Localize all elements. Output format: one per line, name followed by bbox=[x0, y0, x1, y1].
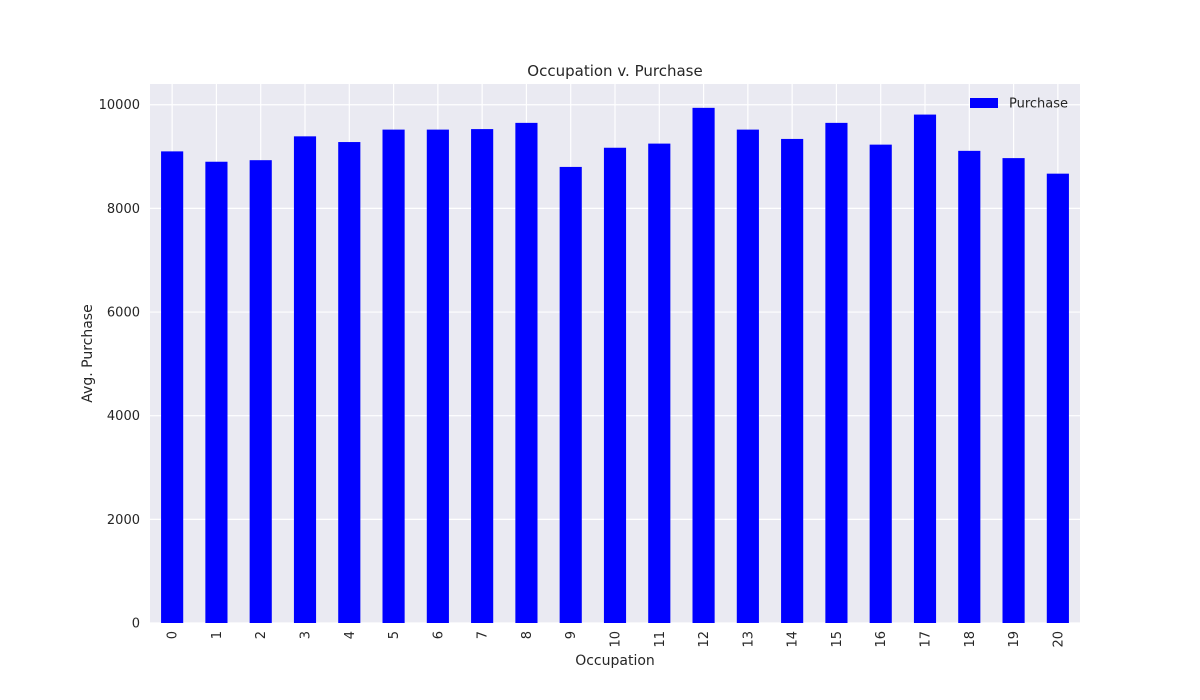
x-tick-label: 9 bbox=[564, 631, 579, 639]
bar-8 bbox=[515, 122, 538, 624]
bars-group bbox=[161, 107, 1069, 624]
bar-14 bbox=[781, 138, 804, 624]
x-tick-label: 7 bbox=[476, 631, 491, 639]
x-tick-label: 6 bbox=[431, 631, 446, 639]
x-tick-label: 0 bbox=[166, 631, 181, 639]
x-tick-label: 16 bbox=[874, 631, 889, 648]
bar-20 bbox=[1046, 173, 1069, 623]
x-tick-label: 3 bbox=[299, 631, 314, 639]
x-tick-label: 12 bbox=[697, 631, 712, 648]
x-axis-ticks: 0 1 2 3 4 5 6 7 8 9 10 11 12 13 14 15 16 17 18 19 20 bbox=[166, 631, 1067, 648]
x-tick-label: 14 bbox=[786, 631, 801, 648]
x-axis-label: Occupation bbox=[575, 653, 655, 669]
x-tick-label: 11 bbox=[653, 631, 668, 648]
bar-19 bbox=[1002, 158, 1025, 624]
x-tick-label: 17 bbox=[919, 631, 934, 648]
bar-18 bbox=[958, 150, 981, 623]
x-tick-label: 19 bbox=[1007, 631, 1022, 648]
bar-7 bbox=[471, 129, 494, 623]
x-tick-label: 4 bbox=[343, 631, 358, 639]
bar-4 bbox=[338, 142, 361, 624]
y-tick-label: 2000 bbox=[107, 513, 140, 528]
bar-9 bbox=[559, 166, 582, 623]
chart-title: Occupation v. Purchase bbox=[527, 62, 702, 80]
bar-17 bbox=[913, 114, 937, 623]
legend-label: Purchase bbox=[1009, 97, 1068, 112]
x-tick-label: 2 bbox=[254, 631, 269, 639]
x-tick-label: 13 bbox=[741, 631, 756, 648]
x-tick-label: 5 bbox=[387, 631, 402, 639]
bar-5 bbox=[382, 129, 405, 623]
legend-swatch bbox=[970, 98, 998, 108]
bar-2 bbox=[249, 160, 272, 623]
x-tick-label: 18 bbox=[963, 631, 978, 648]
bar-15 bbox=[825, 122, 848, 624]
x-tick-label: 20 bbox=[1051, 631, 1066, 648]
y-tick-label: 10000 bbox=[99, 98, 140, 113]
bar-11 bbox=[648, 143, 671, 624]
bar-12 bbox=[692, 107, 715, 623]
bar-6 bbox=[426, 129, 449, 623]
bar-13 bbox=[736, 129, 759, 623]
bar-16 bbox=[869, 144, 892, 623]
x-tick-label: 8 bbox=[520, 631, 535, 639]
bar-10 bbox=[603, 147, 627, 623]
y-tick-label: 4000 bbox=[107, 409, 140, 424]
bar-1 bbox=[205, 161, 228, 623]
x-tick-label: 15 bbox=[830, 631, 845, 648]
y-tick-label: 8000 bbox=[107, 202, 140, 217]
x-tick-label: 10 bbox=[609, 631, 624, 648]
y-tick-label: 0 bbox=[132, 617, 140, 632]
y-tick-label: 6000 bbox=[107, 306, 140, 321]
y-axis-ticks: 0 2000 4000 6000 8000 10000 bbox=[99, 98, 140, 631]
y-axis-label: Avg. Purchase bbox=[80, 304, 96, 402]
x-tick-label: 1 bbox=[210, 631, 225, 639]
bar-0 bbox=[161, 151, 184, 623]
legend: Purchase bbox=[970, 97, 1068, 112]
bar-3 bbox=[293, 136, 317, 623]
